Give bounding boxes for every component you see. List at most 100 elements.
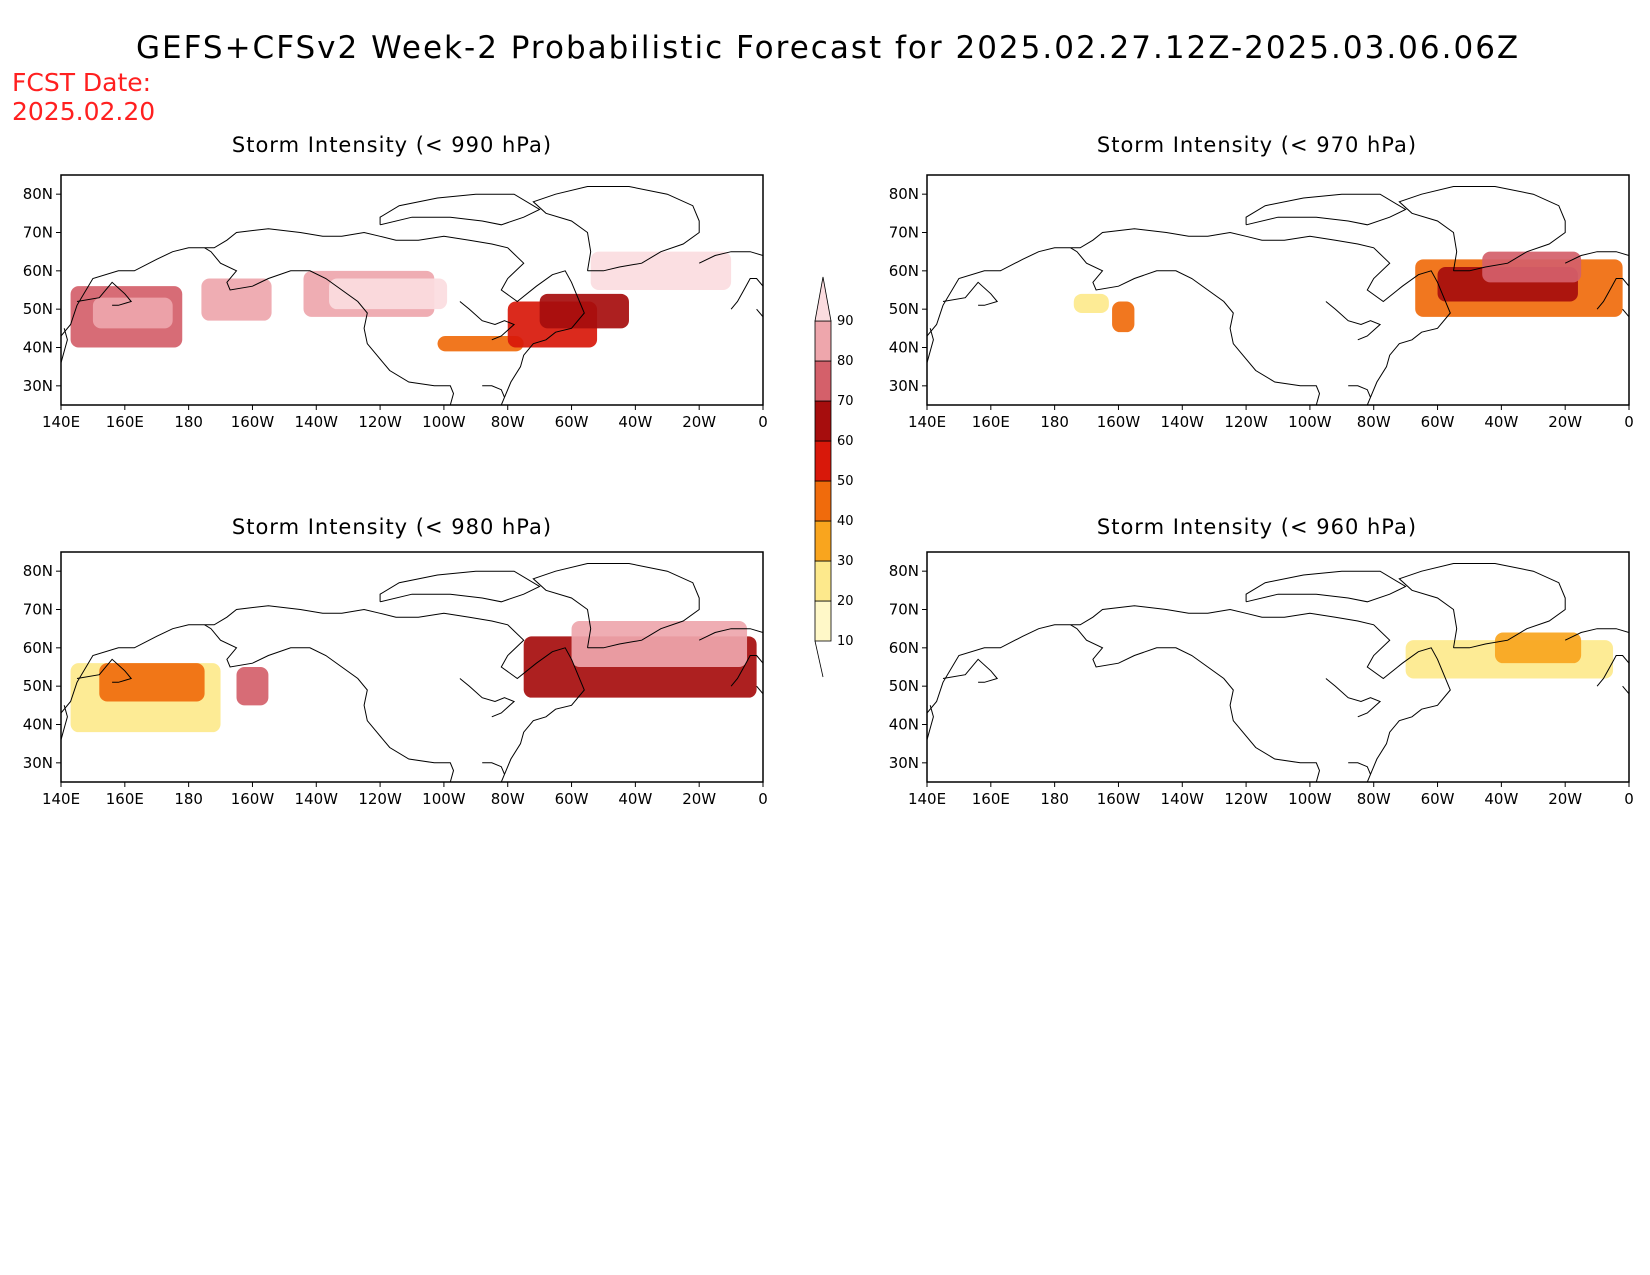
lon-tick-label: 80W [491,790,525,808]
lon-tick-label: 80W [491,413,525,431]
coastline-p990-8 [379,193,541,226]
coastline-p960-9 [1325,678,1382,718]
colorbar-segment [814,276,832,322]
lat-tick-label: 80N [23,185,53,203]
probability-field-p970 [927,186,1629,405]
coastline-p960-4 [1398,563,1566,649]
coastline-p970-10 [1348,385,1371,398]
probability-region-p970-0 [1073,293,1109,313]
lat-tick-label: 80N [889,562,919,580]
coastline-p960-2 [942,658,999,683]
colorbar-segment [814,520,832,562]
colorbar-label: 40 [837,514,854,529]
coastline-p980-0 [61,605,585,782]
map-frame-p970 [926,174,1630,406]
coastline-p990-4 [532,186,700,272]
lat-tick-label: 30N [889,377,919,395]
coastline-p990-5 [698,251,763,264]
forecast-date-label: FCST Date: [12,68,152,97]
colorbar-label: 70 [837,394,854,409]
lon-tick-label: 40W [1484,790,1518,808]
lon-tick-label: 140W [1161,413,1205,431]
forecast-date-value: 2025.02.20 [12,97,156,126]
coastline-p980-5 [698,628,763,641]
probability-field-p990 [61,186,763,405]
coastline-p960-7 [1622,685,1629,695]
lon-tick-label: 140E [908,790,946,808]
colorbar-segment [814,600,832,642]
probability-region-p970-4 [1482,251,1582,283]
colorbar-label: 90 [837,314,854,329]
lon-tick-label: 160E [106,413,144,431]
panel-title-980: Storm Intensity (< 980 hPa) [231,515,553,539]
lon-tick-label: 20W [1548,790,1582,808]
panel-title-960: Storm Intensity (< 960 hPa) [1096,515,1418,539]
lat-tick-label: 70N [23,224,53,242]
colorbar-label: 30 [837,554,854,569]
coastline-p980-7 [756,685,763,695]
lat-tick-label: 70N [889,224,919,242]
map-frame-p980 [60,551,764,783]
lon-tick-label: 180 [174,413,203,431]
colorbar-segment [814,360,832,402]
lat-tick-label: 40N [889,716,919,734]
coastline-p960-10 [1348,762,1371,775]
coastline-p960-1 [1070,624,1321,782]
map-frame-p990 [60,174,764,406]
lon-tick-label: 180 [174,790,203,808]
lat-tick-label: 30N [889,754,919,772]
lon-tick-label: 20W [682,413,716,431]
lon-tick-label: 140W [295,413,339,431]
lat-tick-label: 70N [889,601,919,619]
lon-tick-label: 140W [1161,790,1205,808]
main-title: GEFS+CFSv2 Week-2 Probabilistic Forecast… [136,30,1521,66]
lon-tick-label: 0 [758,413,768,431]
probability-field-p980 [61,563,763,782]
coastline-p970-9 [1325,301,1382,341]
coastline-p960-5 [1564,628,1629,641]
lon-tick-label: 0 [758,790,768,808]
coastline-p990-10 [482,385,505,398]
coastline-p970-0 [927,228,1451,405]
lat-tick-label: 50N [23,300,53,318]
coastline-p990-7 [756,308,763,318]
probability-region-p990-4 [329,278,448,310]
lat-tick-label: 60N [889,262,919,280]
probability-region-p990-5 [437,336,524,352]
coastline-p970-4 [1398,186,1566,272]
panel-title-990: Storm Intensity (< 990 hPa) [231,133,553,157]
probability-field-p960 [927,563,1629,782]
lon-tick-label: 100W [1288,413,1332,431]
map-frame-p960 [926,551,1630,783]
coastline-p990-3 [61,328,68,364]
lon-tick-label: 20W [682,790,716,808]
lon-tick-label: 60W [555,790,589,808]
lat-tick-label: 30N [23,754,53,772]
colorbar-segment [814,440,832,482]
lon-tick-label: 100W [1288,790,1332,808]
lat-tick-label: 40N [889,339,919,357]
lat-tick-label: 40N [23,716,53,734]
lon-tick-label: 180 [1040,790,1069,808]
lat-tick-label: 60N [889,639,919,657]
coastline-p980-10 [482,762,505,775]
coastline-p960-0 [927,605,1451,782]
lon-tick-label: 160E [972,413,1010,431]
lon-tick-label: 40W [618,413,652,431]
lon-tick-label: 120W [358,790,402,808]
probability-region-p990-7 [539,293,629,329]
lon-tick-label: 160E [972,790,1010,808]
coastline-p980-8 [379,570,541,603]
colorbar-label: 10 [837,634,854,649]
coastline-p980-9 [459,678,516,718]
coastline-p990-2 [76,281,133,306]
lon-tick-label: 80W [1357,790,1391,808]
coastline-p990-6 [730,278,763,310]
coastline-p970-7 [1622,308,1629,318]
lon-tick-label: 100W [422,790,466,808]
coastline-p960-8 [1245,570,1407,603]
lon-tick-label: 140E [42,790,80,808]
lon-tick-label: 140E [42,413,80,431]
